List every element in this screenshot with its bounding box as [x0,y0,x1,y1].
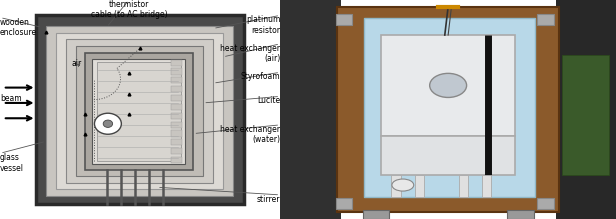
Text: thermistor
cable (to AC bridge): thermistor cable (to AC bridge) [91,0,167,19]
Text: glass
vessel: glass vessel [0,153,24,173]
Bar [171,68,182,74]
Bar [171,60,182,66]
Bar [56,33,223,189]
Text: Styrofoam: Styrofoam [241,72,280,81]
Text: air: air [71,59,82,68]
Bar [97,62,180,161]
Text: Lucite: Lucite [257,96,280,105]
Bar [381,35,515,136]
Bar [171,148,182,154]
Bar [66,39,213,183]
Bar [562,55,609,175]
Bar [171,95,182,101]
Bar [171,113,182,119]
Bar [336,198,352,209]
Text: heat exchanger
(water): heat exchanger (water) [221,125,280,144]
Bar [537,14,554,25]
Bar [381,136,515,175]
Bar [36,15,244,204]
Circle shape [430,73,466,97]
Bar [482,175,492,197]
Bar [507,210,533,219]
Circle shape [103,120,113,127]
Bar [537,198,554,209]
Text: wooden
enclosure: wooden enclosure [0,18,37,37]
Ellipse shape [392,179,414,191]
Bar [171,77,182,83]
Bar [336,14,352,25]
Bar [391,175,401,197]
Bar [86,53,193,170]
Bar [415,175,424,197]
Bar [76,46,203,176]
Text: stirrer: stirrer [257,195,280,204]
Bar [171,131,182,137]
Bar [171,157,182,163]
Bar [556,0,616,219]
Bar [171,86,182,92]
Bar [171,104,182,110]
Bar [458,175,468,197]
Bar [46,26,233,196]
Bar [92,59,185,164]
Bar [338,7,559,212]
Circle shape [94,113,121,134]
Text: heat exchanger
(air): heat exchanger (air) [221,44,280,63]
Bar [364,18,535,197]
Text: platinum
resistor: platinum resistor [246,15,280,35]
Text: beam: beam [0,94,22,103]
Bar [171,122,182,128]
Bar [280,0,341,219]
Bar [363,210,389,219]
Bar [171,139,182,145]
